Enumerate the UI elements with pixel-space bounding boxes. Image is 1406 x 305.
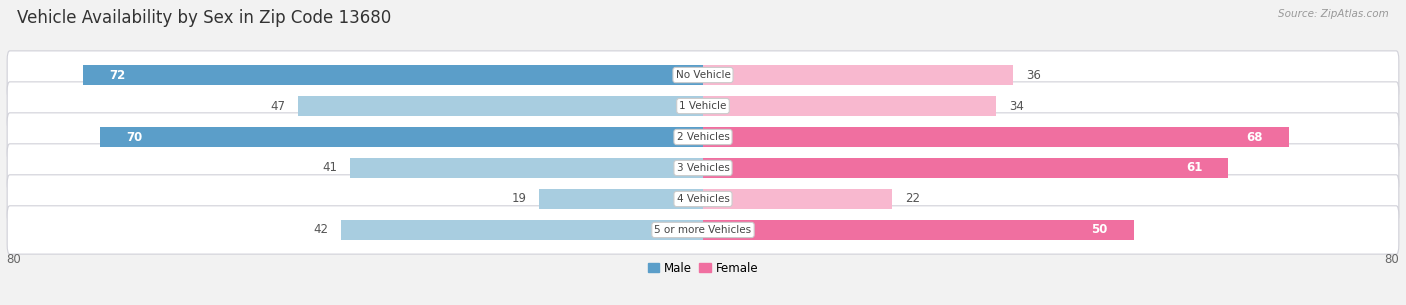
Text: Vehicle Availability by Sex in Zip Code 13680: Vehicle Availability by Sex in Zip Code …: [17, 9, 391, 27]
FancyBboxPatch shape: [7, 144, 1399, 192]
Text: 34: 34: [1008, 99, 1024, 113]
Text: 36: 36: [1026, 69, 1040, 81]
Text: 72: 72: [108, 69, 125, 81]
Bar: [703, 158, 1229, 178]
Bar: [703, 96, 995, 116]
Legend: Male, Female: Male, Female: [643, 257, 763, 279]
Text: 19: 19: [512, 192, 526, 206]
FancyBboxPatch shape: [7, 82, 1399, 130]
FancyBboxPatch shape: [7, 51, 1399, 99]
Bar: [342, 220, 703, 239]
Bar: [540, 189, 703, 209]
Text: 70: 70: [127, 131, 142, 144]
FancyBboxPatch shape: [7, 175, 1399, 223]
Text: 4 Vehicles: 4 Vehicles: [676, 194, 730, 204]
Bar: [703, 66, 1012, 85]
Text: No Vehicle: No Vehicle: [675, 70, 731, 80]
Text: 68: 68: [1246, 131, 1263, 144]
FancyBboxPatch shape: [7, 113, 1399, 161]
Text: 42: 42: [314, 224, 329, 236]
Text: 50: 50: [1091, 224, 1108, 236]
Text: 47: 47: [270, 99, 285, 113]
Text: 5 or more Vehicles: 5 or more Vehicles: [654, 225, 752, 235]
Text: 41: 41: [322, 161, 337, 174]
Bar: [83, 66, 703, 85]
Text: Source: ZipAtlas.com: Source: ZipAtlas.com: [1278, 9, 1389, 19]
Text: 61: 61: [1187, 161, 1202, 174]
Bar: [703, 189, 893, 209]
Text: 3 Vehicles: 3 Vehicles: [676, 163, 730, 173]
Text: 1 Vehicle: 1 Vehicle: [679, 101, 727, 111]
Bar: [703, 220, 1133, 239]
Bar: [298, 96, 703, 116]
Bar: [100, 127, 703, 147]
FancyBboxPatch shape: [7, 206, 1399, 254]
Bar: [703, 127, 1289, 147]
Text: 2 Vehicles: 2 Vehicles: [676, 132, 730, 142]
Text: 22: 22: [905, 192, 921, 206]
Bar: [350, 158, 703, 178]
